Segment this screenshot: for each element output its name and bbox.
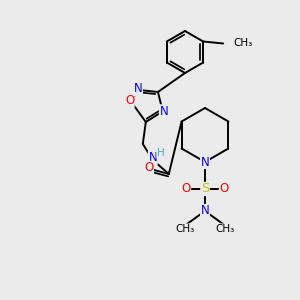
Text: O: O: [182, 182, 190, 196]
Text: H: H: [157, 148, 165, 158]
Text: N: N: [134, 82, 142, 95]
Text: N: N: [201, 205, 209, 218]
Text: O: O: [219, 182, 229, 196]
Text: CH₃: CH₃: [233, 38, 252, 49]
Text: N: N: [148, 152, 157, 164]
Text: S: S: [201, 182, 209, 196]
Text: CH₃: CH₃: [215, 224, 235, 234]
Text: CH₃: CH₃: [176, 224, 195, 234]
Text: O: O: [144, 161, 153, 175]
Text: O: O: [125, 94, 134, 107]
Text: N: N: [159, 105, 168, 118]
Text: N: N: [201, 155, 209, 169]
